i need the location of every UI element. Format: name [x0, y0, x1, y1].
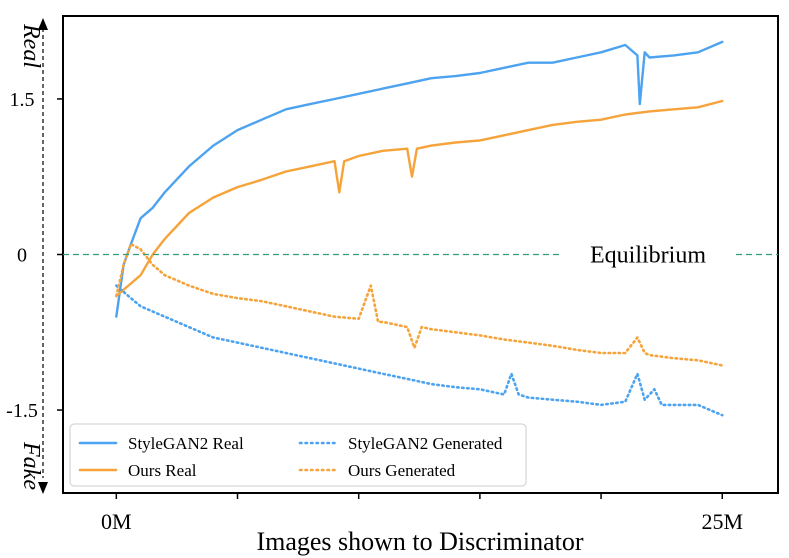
legend-entry-label: Ours Real [128, 461, 197, 480]
y-tick-label: 1.5 [10, 89, 35, 111]
real-fake-axis: Real Fake [18, 18, 48, 494]
x-tick-label: 0M [101, 509, 132, 534]
series-line-stylegan2-generated [115, 284, 724, 417]
equilibrium-group: Equilibrium [63, 243, 778, 269]
x-axis-label: Images shown to Discriminator [256, 527, 583, 556]
legend-entry-label: Ours Generated [348, 461, 456, 480]
legend-items: StyleGAN2 Real StyleGAN2 Generated Ours Re… [78, 434, 503, 480]
y-tick-label: 0 [17, 245, 27, 267]
series-line-ours-real [115, 99, 724, 298]
axis-ticks: 1.5 0 -1.5 0M 25M [6, 89, 743, 534]
series-line-stylegan2-real [115, 40, 724, 318]
legend: StyleGAN2 Real StyleGAN2 Generated Ours Re… [69, 423, 527, 487]
y-label-fake: Fake [18, 441, 44, 490]
x-tick-label: 25M [701, 509, 743, 534]
y-tick-label: -1.5 [6, 400, 38, 422]
y-label-real: Real [18, 23, 44, 68]
up-arrow-icon [38, 18, 48, 30]
legend-entry-label: StyleGAN2 Real [128, 434, 244, 453]
series-line-ours-generated [115, 242, 724, 367]
legend-box [69, 423, 527, 487]
legend-entry-label: StyleGAN2 Generated [348, 434, 503, 453]
equilibrium-label: Equilibrium [590, 243, 706, 269]
series-layer [115, 40, 724, 417]
down-arrow-icon [38, 482, 48, 494]
